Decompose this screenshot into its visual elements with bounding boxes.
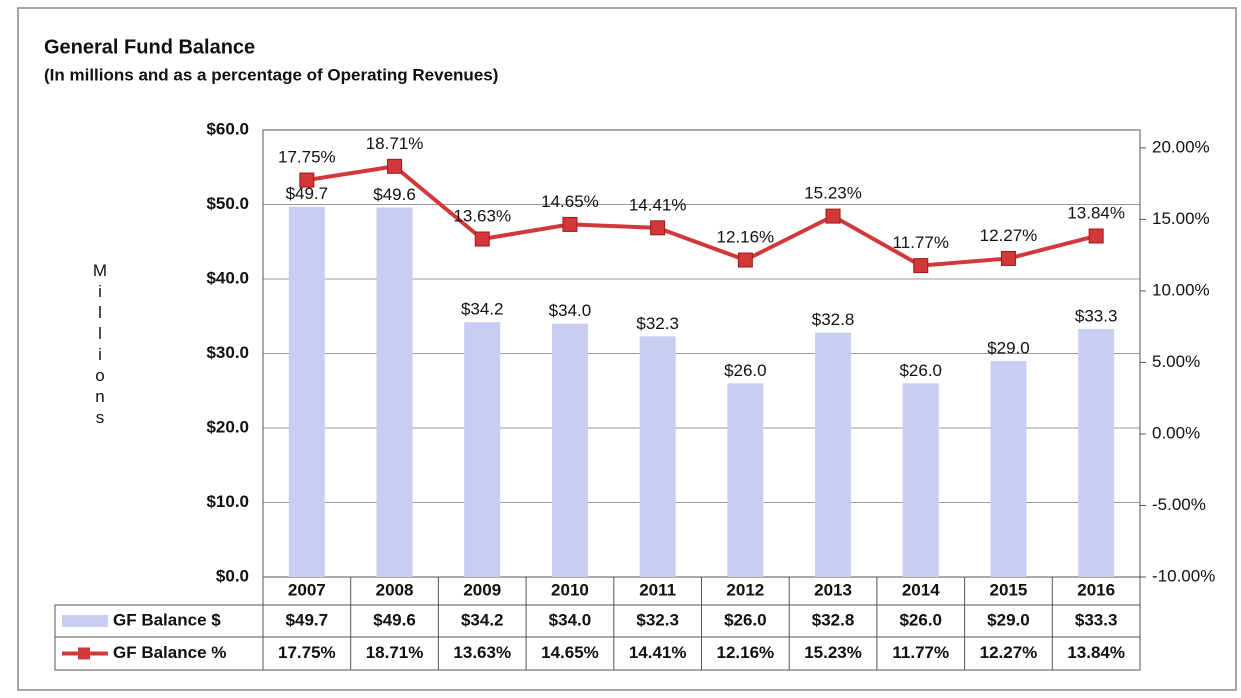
legend-marker (78, 647, 90, 660)
x-tick-label: 2007 (288, 580, 326, 599)
chart-title: General Fund Balance (44, 36, 255, 58)
line-value-label: 13.84% (1067, 203, 1125, 222)
line-value-label: 12.27% (980, 226, 1038, 245)
line-marker (913, 258, 929, 274)
bar (727, 383, 764, 577)
line-marker (387, 158, 403, 174)
bar (551, 323, 588, 577)
bar (639, 336, 676, 577)
legend-label: GF Balance % (113, 643, 226, 662)
bar (902, 383, 939, 577)
x-tick-label: 2009 (463, 580, 501, 599)
table-cell: 14.65% (541, 643, 599, 662)
table-cell: 13.63% (453, 643, 511, 662)
y-tick-label: $10.0 (206, 492, 249, 511)
table-cell: 17.75% (278, 643, 336, 662)
y-tick-label: $0.0 (216, 566, 249, 585)
line-marker (299, 172, 315, 188)
bar-value-label: $32.8 (812, 310, 855, 329)
table-cell: 15.23% (804, 643, 862, 662)
bar (288, 206, 325, 578)
table-cell: 11.77% (892, 643, 949, 662)
y2-tick-label: -5.00% (1152, 495, 1206, 514)
table-cell: $33.3 (1075, 610, 1118, 629)
chart-subtitle: (In millions and as a percentage of Oper… (44, 65, 498, 84)
frame (17, 7, 1237, 691)
table-cell: 14.41% (629, 643, 687, 662)
line-value-label: 15.23% (804, 184, 862, 203)
y-tick-label: $30.0 (206, 343, 249, 362)
table-cell: $32.3 (636, 610, 679, 629)
line-marker (474, 231, 490, 247)
x-tick-label: 2014 (902, 580, 940, 599)
table-cell: $49.6 (373, 610, 416, 629)
bar-value-label: $34.0 (549, 301, 592, 320)
y2-tick-label: 10.00% (1152, 280, 1210, 299)
line-value-label: 14.65% (541, 192, 599, 211)
bar (464, 322, 501, 577)
bar (815, 332, 852, 577)
line-value-label: 13.63% (453, 206, 511, 225)
y2-tick-label: 15.00% (1152, 209, 1210, 228)
table-cell: 12.27% (980, 643, 1038, 662)
line-marker (1088, 228, 1104, 244)
table-cell: $34.2 (461, 610, 504, 629)
bar-value-label: $49.7 (286, 184, 329, 203)
bar-value-label: $26.0 (724, 361, 767, 380)
bar-value-label: $29.0 (987, 338, 1030, 357)
y-tick-label: $40.0 (206, 268, 249, 287)
table-cell: $32.8 (812, 610, 855, 629)
y2-tick-label: 5.00% (1152, 352, 1200, 371)
table-cell: $49.7 (286, 610, 329, 629)
table-cell: 13.84% (1067, 643, 1125, 662)
table-cell: $29.0 (987, 610, 1030, 629)
bar (1078, 328, 1115, 577)
x-tick-label: 2011 (639, 580, 676, 599)
x-tick-label: 2015 (990, 580, 1028, 599)
bar-value-label: $32.3 (636, 314, 679, 333)
bar-value-label: $49.6 (373, 185, 416, 204)
line (306, 164, 1097, 268)
bar (376, 207, 413, 578)
table-cell: 12.16% (717, 643, 775, 662)
y2-tick-label: 0.00% (1152, 423, 1200, 442)
line-marker (650, 220, 666, 236)
table-cell: $26.0 (899, 610, 942, 629)
line-value-label: 17.75% (278, 148, 336, 167)
y-tick-label: $50.0 (206, 194, 249, 213)
line-value-label: 14.41% (629, 195, 687, 214)
y-tick-label: $60.0 (206, 119, 249, 138)
bar-value-label: $34.2 (461, 300, 504, 319)
y-tick-label: $20.0 (206, 417, 249, 436)
y-axis-label: Millions (91, 261, 110, 429)
bar (990, 360, 1027, 577)
x-tick-label: 2013 (814, 580, 852, 599)
y2-tick-label: 20.00% (1152, 137, 1210, 156)
legend-swatch (62, 615, 108, 627)
table-cell: 18.71% (366, 643, 424, 662)
line-value-label: 11.77% (893, 233, 949, 252)
bar-value-label: $26.0 (899, 361, 942, 380)
bar-value-label: $33.3 (1075, 306, 1118, 325)
line-marker (825, 208, 841, 224)
line-value-label: 12.16% (717, 228, 775, 247)
x-tick-label: 2012 (726, 580, 764, 599)
x-tick-label: 2010 (551, 580, 589, 599)
line-marker (737, 252, 753, 268)
table-cell: $26.0 (724, 610, 767, 629)
table-cell: $34.0 (549, 610, 592, 629)
line-value-label: 18.71% (366, 134, 424, 153)
line-marker (1000, 250, 1016, 266)
legend-label: GF Balance $ (113, 610, 221, 629)
y2-tick-label: -10.00% (1152, 566, 1215, 585)
line-marker (562, 216, 578, 232)
x-tick-label: 2016 (1077, 580, 1115, 599)
x-tick-label: 2008 (376, 580, 414, 599)
